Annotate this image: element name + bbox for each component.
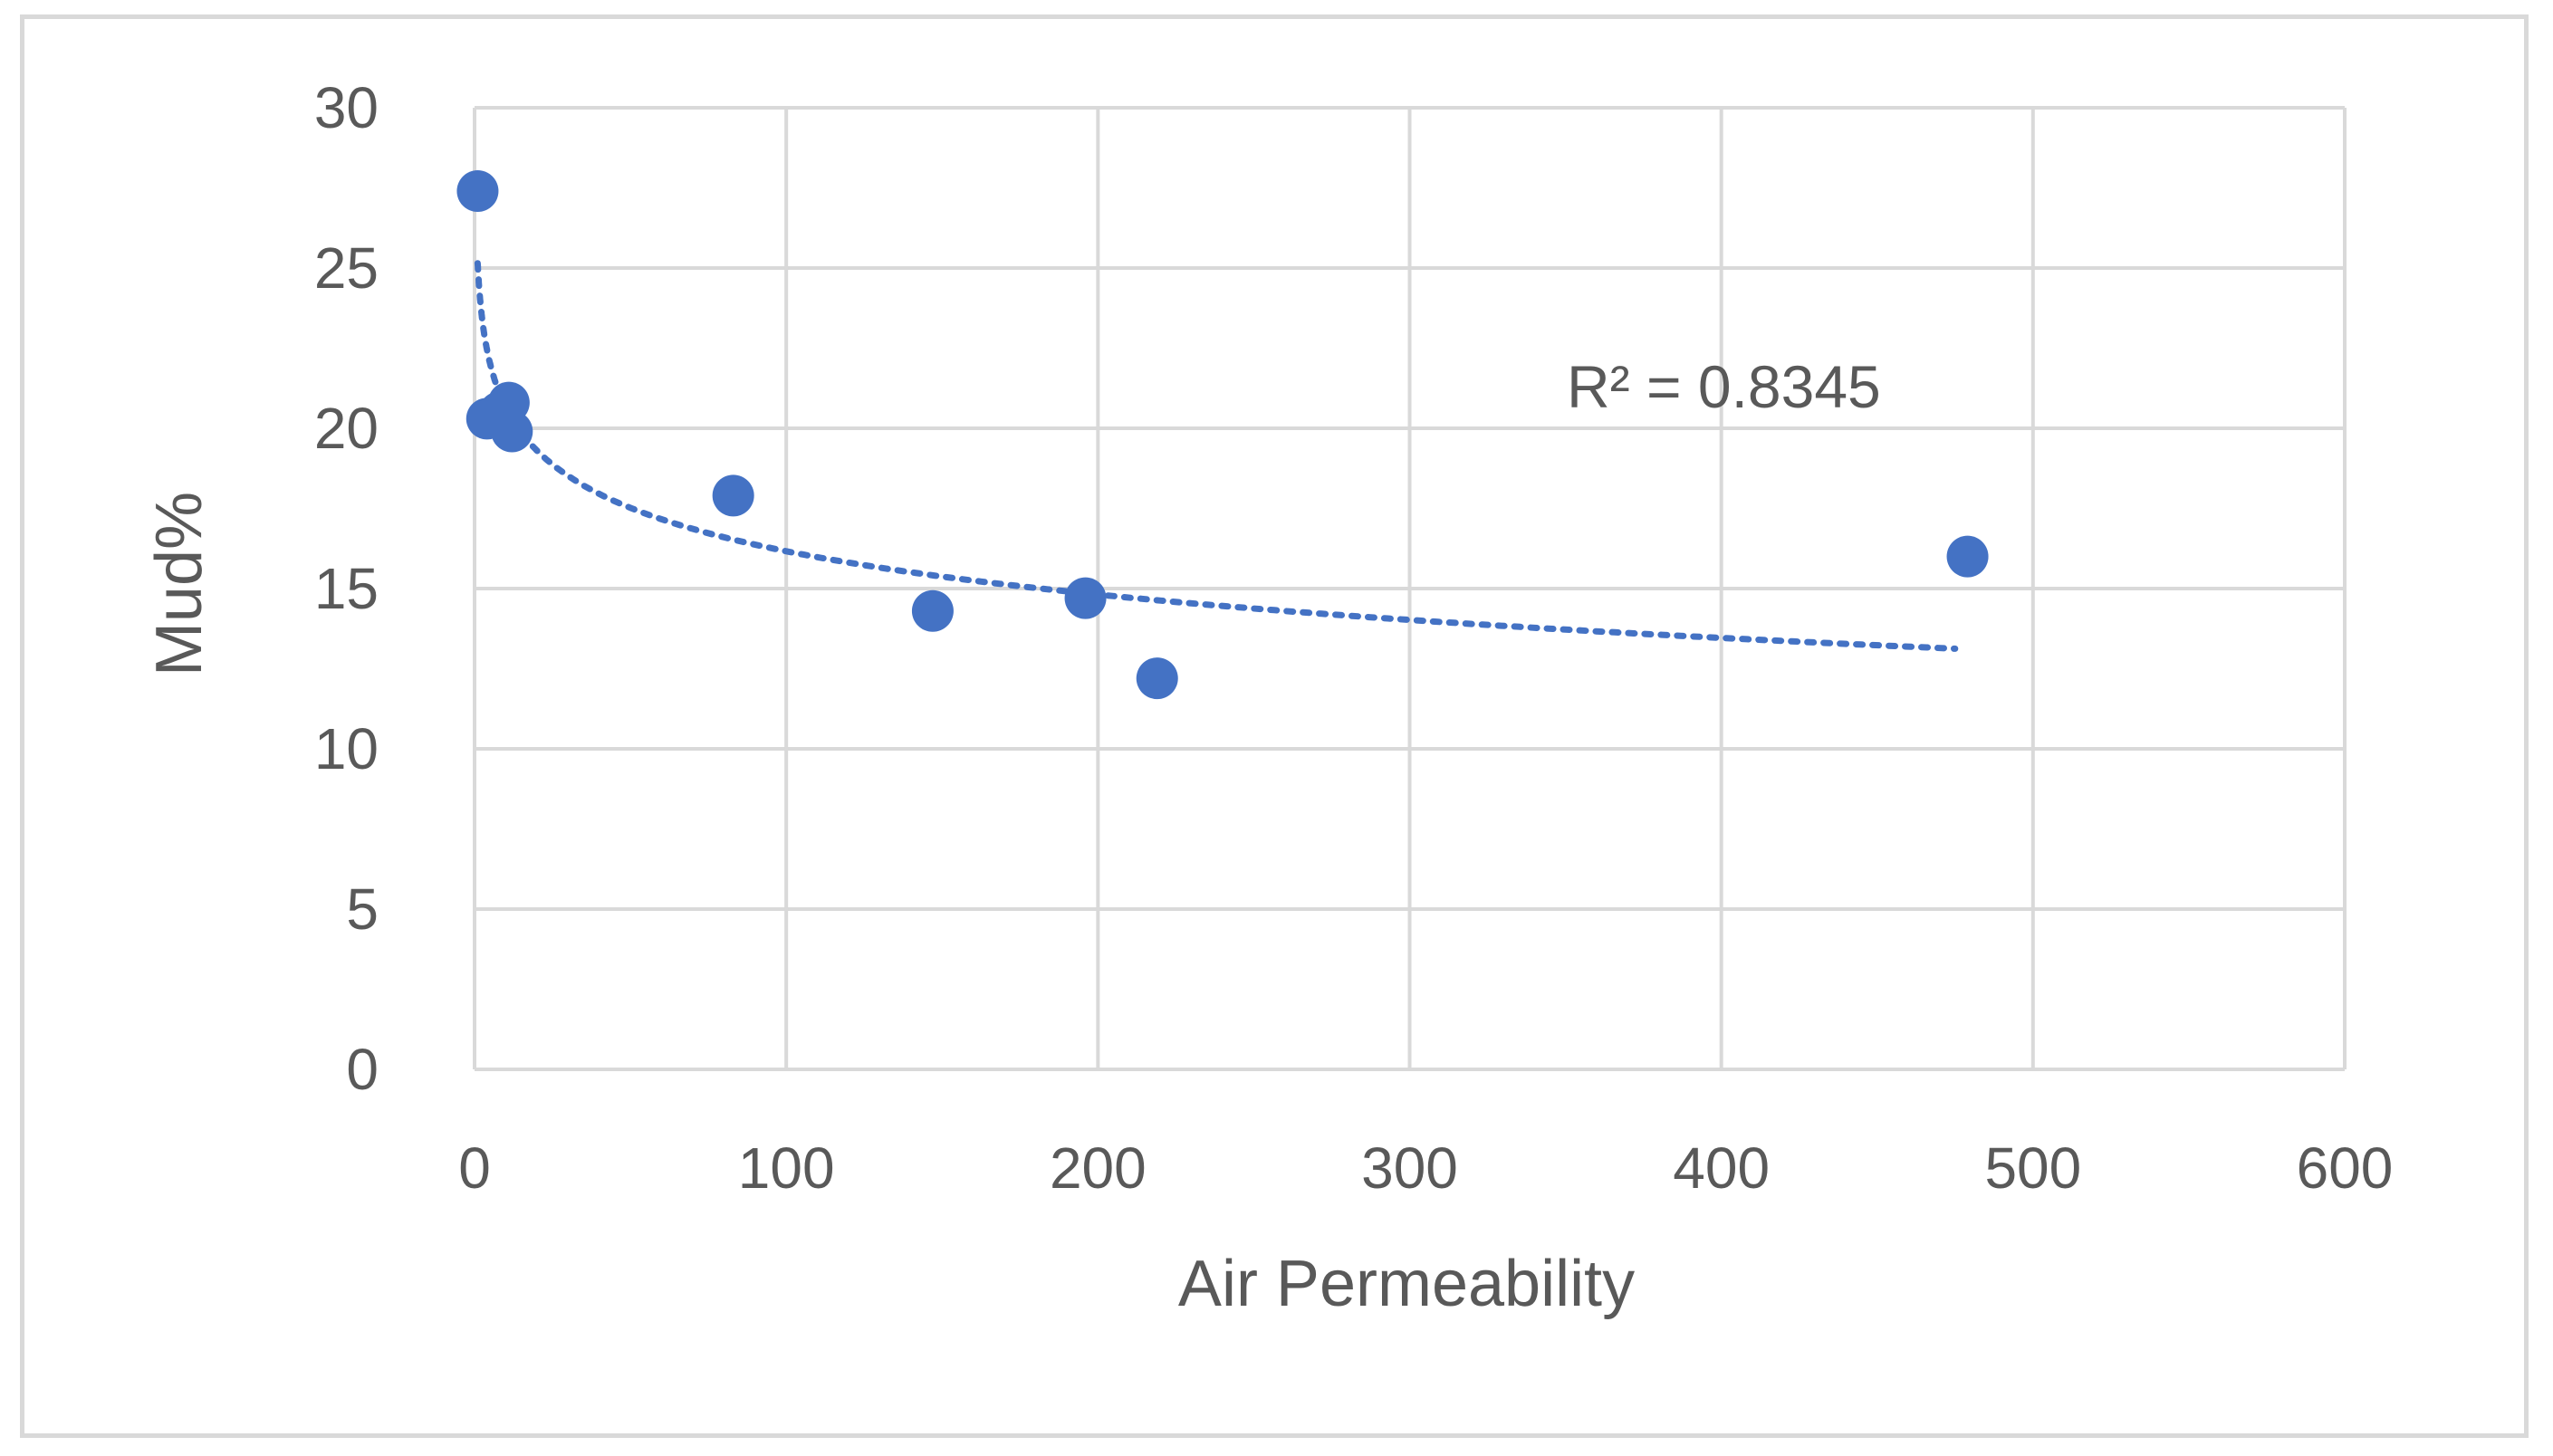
x-tick-label: 200 bbox=[1050, 1135, 1147, 1201]
data-point-5 bbox=[712, 474, 754, 517]
y-tick-label: 25 bbox=[314, 235, 379, 301]
data-point-8 bbox=[1136, 657, 1178, 700]
data-point-4 bbox=[491, 410, 533, 453]
x-tick-label: 500 bbox=[1984, 1135, 2081, 1201]
x-axis-title: Air Permeability bbox=[1178, 1248, 1635, 1320]
y-axis-ticks: 0 5 10 15 20 25 30 bbox=[314, 75, 379, 1102]
chart-frame bbox=[20, 14, 2529, 1438]
grid-lines bbox=[473, 106, 2347, 1071]
y-tick-label: 30 bbox=[314, 75, 379, 140]
y-tick-label: 10 bbox=[314, 716, 379, 781]
x-tick-label: 600 bbox=[2297, 1135, 2394, 1201]
y-tick-label: 15 bbox=[314, 556, 379, 621]
y-tick-label: 20 bbox=[314, 396, 379, 461]
x-axis-ticks: 0 100 200 300 400 500 600 bbox=[458, 1135, 2393, 1201]
data-point-0 bbox=[456, 170, 499, 213]
data-point-6 bbox=[911, 589, 954, 632]
trendline-group bbox=[474, 260, 1959, 652]
data-points bbox=[456, 170, 1989, 700]
y-tick-label: 0 bbox=[346, 1037, 379, 1102]
r-squared-label: R² = 0.8345 bbox=[1567, 353, 1881, 420]
y-axis-title: Mud% bbox=[143, 492, 216, 676]
x-tick-label: 400 bbox=[1673, 1135, 1770, 1201]
data-point-7 bbox=[1064, 577, 1107, 619]
data-point-9 bbox=[1946, 535, 1989, 578]
y-tick-label: 5 bbox=[346, 876, 379, 942]
x-tick-label: 0 bbox=[458, 1135, 491, 1201]
x-tick-label: 100 bbox=[738, 1135, 835, 1201]
trendline bbox=[474, 260, 1959, 652]
x-tick-label: 300 bbox=[1361, 1135, 1458, 1201]
